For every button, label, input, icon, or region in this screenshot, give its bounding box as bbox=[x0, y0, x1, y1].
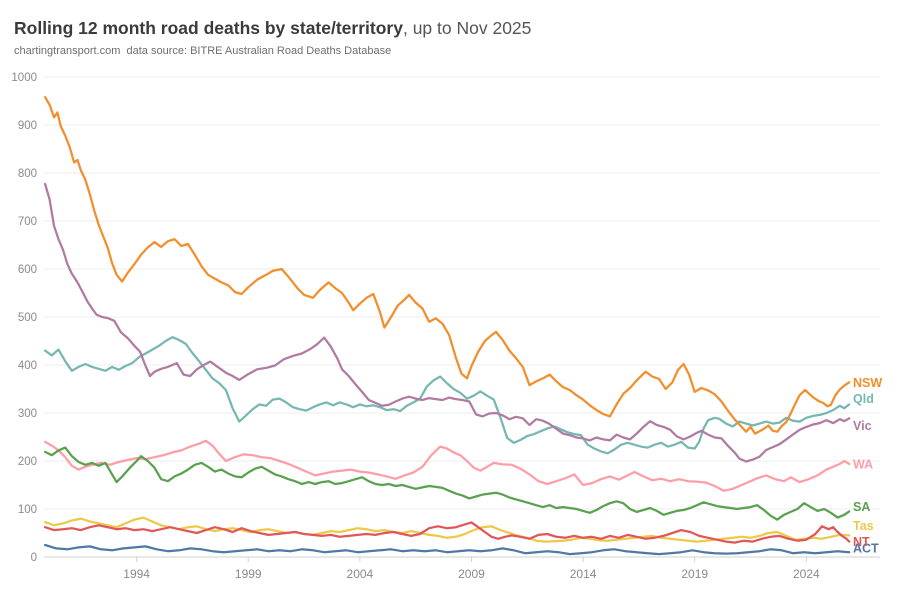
series-label-ACT: ACT bbox=[853, 542, 879, 556]
x-tick-label-2019: 2019 bbox=[681, 567, 708, 581]
y-tick-label-500: 500 bbox=[18, 312, 37, 324]
y-tick-label-0: 0 bbox=[31, 552, 37, 564]
y-tick-label-1000: 1000 bbox=[11, 72, 37, 84]
series-label-Vic: Vic bbox=[853, 419, 872, 433]
series-line-ACT[interactable] bbox=[43, 543, 851, 556]
series-label-Tas: Tas bbox=[853, 519, 874, 533]
x-tick-label-2014: 2014 bbox=[570, 567, 597, 581]
page-title: Rolling 12 month road deaths by state/te… bbox=[14, 18, 531, 40]
series-label-SA: SA bbox=[853, 500, 870, 514]
x-axis: 1994 1999 2004 2009 2014 2019 2024 bbox=[123, 557, 820, 581]
y-tick-label-300: 300 bbox=[18, 408, 37, 420]
series-line-Tas[interactable] bbox=[43, 516, 851, 543]
y-tick-label-600: 600 bbox=[18, 264, 37, 276]
y-tick-label-900: 900 bbox=[18, 120, 37, 132]
gridlines bbox=[44, 76, 880, 558]
x-tick-label-2009: 2009 bbox=[458, 567, 485, 581]
series-line-Vic[interactable] bbox=[43, 182, 851, 463]
y-tick-label-400: 400 bbox=[18, 360, 37, 372]
x-tick-label-2024: 2024 bbox=[793, 567, 820, 581]
series-line-Qld[interactable] bbox=[43, 336, 851, 455]
y-axis-labels: 0 100 200 300 400 500 600 700 800 900 1000 bbox=[11, 72, 37, 564]
x-tick-label-2004: 2004 bbox=[347, 567, 374, 581]
x-tick-label-1999: 1999 bbox=[235, 567, 262, 581]
series-label-WA: WA bbox=[853, 457, 873, 471]
series-lines bbox=[43, 96, 851, 556]
title-main: Rolling 12 month road deaths by state/te… bbox=[14, 18, 403, 38]
chart-header: Rolling 12 month road deaths by state/te… bbox=[14, 18, 531, 57]
series-label-NT: NT bbox=[853, 535, 870, 549]
subtitle: chartingtransport.com data source: BITRE… bbox=[14, 44, 392, 57]
series-line-WA[interactable] bbox=[43, 439, 851, 492]
y-tick-label-200: 200 bbox=[18, 456, 37, 468]
y-tick-label-100: 100 bbox=[18, 504, 37, 516]
series-label-NSW: NSW bbox=[853, 376, 882, 390]
x-tick-label-1994: 1994 bbox=[123, 567, 150, 581]
y-tick-label-800: 800 bbox=[18, 168, 37, 180]
series-line-SA[interactable] bbox=[43, 446, 851, 521]
title-suffix: , up to Nov 2025 bbox=[402, 18, 532, 38]
series-line-NT[interactable] bbox=[43, 521, 851, 544]
series-line-NSW[interactable] bbox=[43, 96, 851, 435]
y-tick-label-700: 700 bbox=[18, 216, 37, 228]
series-label-Qld: Qld bbox=[853, 392, 874, 406]
